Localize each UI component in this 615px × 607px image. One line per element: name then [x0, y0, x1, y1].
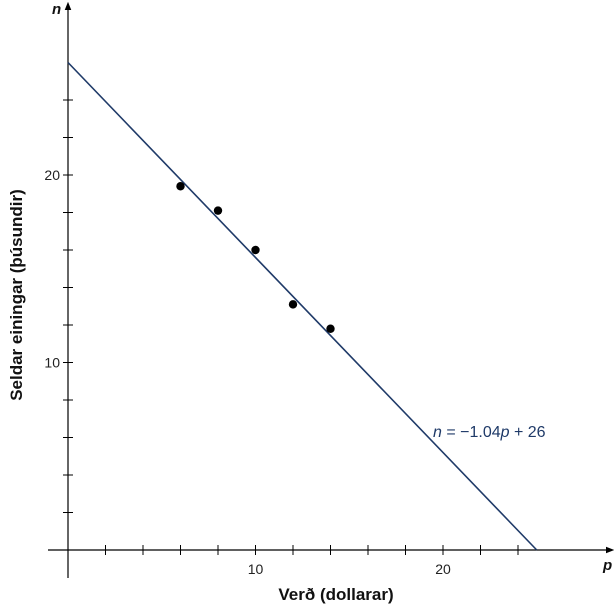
- trend-line: [67, 61, 538, 551]
- x-axis-variable: p: [602, 557, 612, 574]
- y-tick-label: 20: [44, 167, 60, 183]
- equation-var-p: p: [500, 424, 510, 441]
- data-point: [251, 245, 260, 255]
- data-point: [326, 324, 335, 333]
- equation-var-n: n: [433, 424, 442, 441]
- data-point: [176, 182, 185, 191]
- y-axis-variable: n: [52, 1, 61, 18]
- data-point: [288, 300, 298, 309]
- equation-slope: = −1.04: [442, 424, 501, 441]
- trend-line-equation: n = −1.04p + 26: [433, 424, 546, 441]
- tick-labels: 10 20 10 20: [44, 167, 451, 577]
- x-tick-label: 10: [248, 561, 264, 577]
- equation-intercept: + 26: [510, 424, 546, 441]
- data-points: [176, 182, 335, 333]
- tick-marks: [63, 99, 519, 555]
- y-axis-title: Seldar einingar (þúsundir): [7, 189, 26, 401]
- data-point: [213, 206, 223, 215]
- y-tick-label: 10: [44, 355, 60, 371]
- x-axis-title: Verð (dollarar): [278, 585, 393, 604]
- axes: [48, 1, 615, 578]
- x-tick-label: 20: [435, 561, 451, 577]
